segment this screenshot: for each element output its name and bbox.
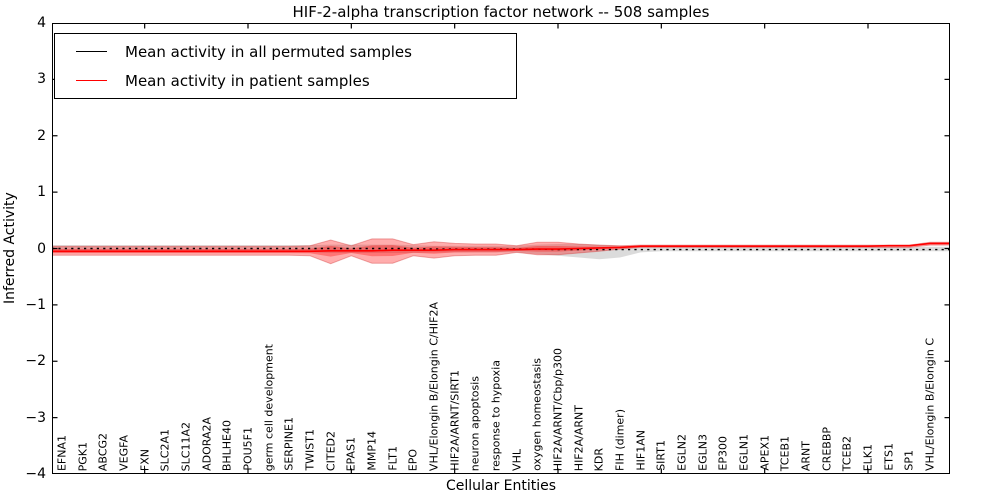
figure: HIF-2-alpha transcription factor network… xyxy=(0,0,1000,500)
x-category-label: FLT1 xyxy=(386,446,399,471)
x-category-label: VHL/Elongin B/Elongin C xyxy=(924,338,937,471)
x-category-label: POU5F1 xyxy=(242,427,255,471)
x-category-label: VEGFA xyxy=(118,435,131,471)
legend-line-permuted xyxy=(76,51,107,52)
x-category-label: VHL/Elongin B/Elongin C/HIF2A xyxy=(428,302,441,471)
x-category-label: CITED2 xyxy=(324,431,337,471)
x-category-label: APEX1 xyxy=(758,435,771,471)
x-category-label: BHLHE40 xyxy=(221,420,234,471)
x-category-label: response to hypoxia xyxy=(490,360,503,471)
x-category-label: HIF2A/ARNT/Cbp/p300 xyxy=(552,348,565,471)
x-category-label: CREBBP xyxy=(820,427,833,471)
legend-label-permuted: Mean activity in all permuted samples xyxy=(125,43,412,61)
x-category-label: EPO xyxy=(407,449,420,471)
x-axis-label: Cellular Entities xyxy=(52,478,950,494)
x-category-label: KDR xyxy=(593,448,606,471)
legend-entry-permuted: Mean activity in all permuted samples xyxy=(55,43,516,61)
y-tick-label: −1 xyxy=(0,297,46,313)
x-category-label: EGLN3 xyxy=(696,434,709,471)
legend-line-patient xyxy=(76,80,107,81)
chart-title: HIF-2-alpha transcription factor network… xyxy=(52,3,950,21)
x-category-label: MMP14 xyxy=(366,431,379,471)
x-category-label: HIF1AN xyxy=(634,430,647,471)
x-category-label: neuron apoptosis xyxy=(469,376,482,471)
x-category-label: ELK1 xyxy=(862,444,875,471)
x-category-label: SP1 xyxy=(903,450,916,471)
x-category-label: ABCG2 xyxy=(97,433,110,471)
x-category-label: VHL xyxy=(510,449,523,471)
x-category-label: EPAS1 xyxy=(345,437,358,471)
x-category-label: SERPINE1 xyxy=(283,417,296,471)
x-category-label: TCEB1 xyxy=(779,436,792,471)
x-category-label: SLC11A2 xyxy=(180,422,193,471)
legend-label-patient: Mean activity in patient samples xyxy=(125,72,370,90)
x-category-label: ADORA2A xyxy=(200,417,213,471)
y-tick-label: 1 xyxy=(0,184,46,200)
y-tick-label: 2 xyxy=(0,128,46,144)
x-category-label: TWIST1 xyxy=(304,429,317,471)
x-category-label: TCEB2 xyxy=(841,436,854,471)
x-category-label: FIH (dimer) xyxy=(614,409,627,471)
x-category-label: ETS1 xyxy=(882,443,895,471)
x-category-label: FXN xyxy=(138,449,151,471)
y-tick-label: 4 xyxy=(0,15,46,31)
x-category-label: germ cell development xyxy=(262,344,275,471)
x-category-label: PGK1 xyxy=(76,442,89,471)
x-category-label: EGLN2 xyxy=(676,434,689,471)
x-category-label: EGLN1 xyxy=(738,434,751,471)
x-category-label: EP300 xyxy=(717,436,730,471)
y-tick-label: 3 xyxy=(0,71,46,87)
x-category-label: EFNA1 xyxy=(56,435,69,471)
x-category-label: HIF2A/ARNT xyxy=(572,405,585,471)
legend-entry-patient: Mean activity in patient samples xyxy=(55,72,516,90)
x-category-label: SLC2A1 xyxy=(159,429,172,471)
y-tick-label: −2 xyxy=(0,353,46,369)
x-category-label: SIRT1 xyxy=(655,440,668,471)
y-tick-label: −4 xyxy=(0,466,46,482)
x-category-label: oxygen homeostasis xyxy=(531,358,544,471)
legend: Mean activity in all permuted samples Me… xyxy=(54,33,517,99)
x-category-label: ARNT xyxy=(800,441,813,471)
y-tick-label: 0 xyxy=(0,241,46,257)
x-category-label: HIF2A/ARNT/SIRT1 xyxy=(448,370,461,471)
y-tick-label: −3 xyxy=(0,410,46,426)
